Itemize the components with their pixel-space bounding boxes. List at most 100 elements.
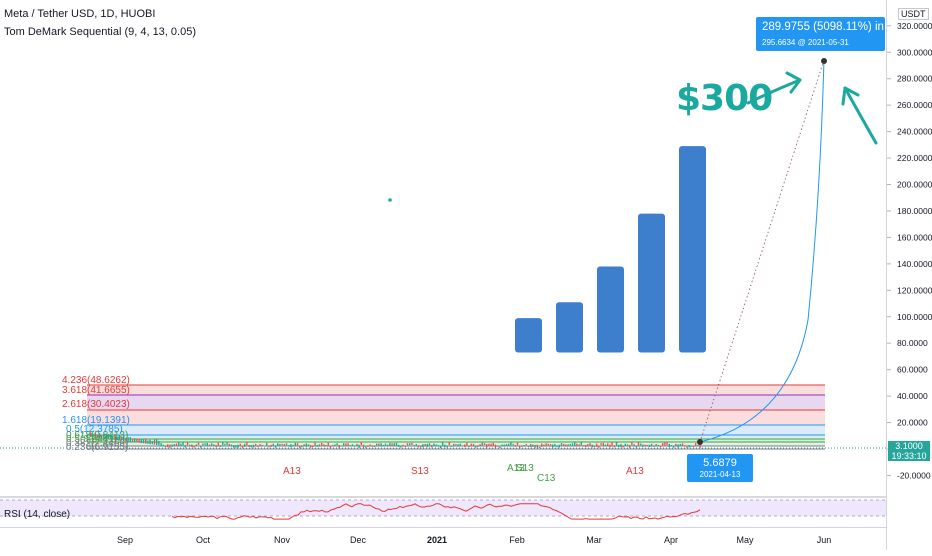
price-candle: [646, 444, 648, 447]
projection-bar: [638, 213, 665, 353]
price-candle: [290, 444, 292, 448]
price-candle: [556, 445, 558, 448]
price-candle: [310, 445, 312, 448]
price-candle: [272, 443, 274, 446]
price-candle: [411, 442, 413, 445]
projection: [697, 58, 827, 445]
price-candle: [274, 445, 277, 448]
marker-dot: [388, 198, 392, 202]
price-candle: [305, 443, 307, 447]
price-candle: [686, 446, 688, 448]
fib-zone-1618: [87, 425, 825, 435]
price-candle: [105, 434, 107, 439]
arrow-right-shaft: [843, 86, 878, 145]
price-candle: [360, 441, 362, 445]
price-candle: [112, 436, 114, 440]
y-tick-label: 180.0000: [897, 206, 932, 216]
price-candle: [398, 444, 400, 447]
start-callout-date: 2021-04-13: [699, 470, 741, 479]
time-axis[interactable]: Sep Oct Nov Dec 2021 Feb Mar Apr May Jun: [0, 527, 886, 551]
price-candle: [255, 443, 257, 447]
x-tick-label: Nov: [274, 535, 291, 545]
price-candle: [153, 439, 156, 445]
start-callout-price: 5.6879: [703, 457, 737, 469]
x-tick-label: Apr: [664, 535, 678, 545]
price-candle: [431, 445, 433, 448]
price-candle: [226, 442, 228, 446]
price-candle: [213, 444, 215, 447]
price-candle: [629, 445, 631, 448]
price-candle: [224, 443, 226, 446]
price-candle: [180, 443, 182, 447]
price-candle: [373, 446, 376, 448]
price-candle: [481, 442, 483, 446]
last-price-tag: 3.1000 19:33:10: [888, 441, 930, 461]
price-candle: [182, 441, 184, 446]
price-candle: [334, 444, 336, 446]
price-candle: [281, 443, 283, 446]
projection-start-point: [697, 439, 703, 445]
price-candle: [233, 445, 235, 448]
price-candle: [118, 434, 120, 441]
start-callout[interactable]: 5.6879 2021-04-13: [687, 454, 753, 482]
price-candle: [244, 443, 246, 447]
price-candle: [547, 443, 549, 446]
projection-bar: [597, 266, 624, 353]
price-candle: [532, 444, 534, 447]
price-candle: [178, 442, 180, 446]
price-candle: [400, 446, 402, 448]
fib-label: 4.236(48.6262): [62, 375, 130, 386]
arrow-left-shaft: [746, 78, 802, 105]
price-candle: [349, 445, 351, 447]
price-axis[interactable]: -20.00000.000020.000040.000060.000080.00…: [886, 0, 932, 550]
price-candle: [171, 444, 173, 447]
price-candle: [237, 444, 239, 448]
price-candle: [437, 445, 439, 447]
price-candle: [497, 445, 499, 447]
target-callout[interactable]: 289.9755 (5098.11%) in 49d 295.6634 @ 20…: [756, 17, 906, 51]
price-candle: [607, 443, 609, 446]
price-candle: [565, 444, 567, 447]
price-candle: [103, 433, 105, 439]
price-candle: [624, 443, 626, 446]
price-candle: [470, 443, 472, 446]
price-candle: [571, 443, 574, 446]
price-candle: [351, 444, 354, 447]
price-candle: [677, 444, 679, 448]
price-candle: [602, 442, 604, 447]
price-candle: [204, 443, 206, 446]
price-candle: [417, 445, 420, 448]
time-axis-ticks: Sep Oct Nov Dec 2021 Feb Mar Apr May Jun: [117, 535, 831, 545]
price-candle: [250, 445, 252, 448]
price-candle: [109, 434, 112, 440]
price-candle: [358, 444, 360, 448]
rsi-line: [171, 503, 701, 520]
price-candle: [345, 443, 347, 446]
price-candle: [442, 442, 444, 446]
unit-label[interactable]: USDT: [898, 8, 929, 20]
price-candle: [94, 433, 96, 438]
price-candle: [655, 444, 657, 446]
price-candle: [558, 444, 560, 448]
price-candle: [312, 445, 314, 448]
price-candle: [136, 439, 138, 443]
price-candle: [444, 444, 446, 448]
price-candle: [582, 445, 585, 447]
price-candle: [263, 445, 266, 447]
price-candle: [336, 443, 338, 446]
price-candle: [580, 442, 582, 446]
price-candle: [217, 442, 219, 446]
price-candle: [450, 445, 453, 447]
fib-label: 0.618(9.8413): [66, 430, 129, 441]
price-candle: [446, 446, 448, 448]
price-candle: [499, 446, 501, 448]
price-candle: [404, 445, 406, 448]
price-candle: [149, 439, 151, 445]
price-candle: [347, 443, 349, 446]
price-candle: [409, 443, 411, 446]
y-tick-label: 100.0000: [897, 312, 932, 322]
price-candle: [541, 443, 543, 447]
price-candle: [659, 445, 662, 448]
price-candle: [285, 443, 288, 446]
